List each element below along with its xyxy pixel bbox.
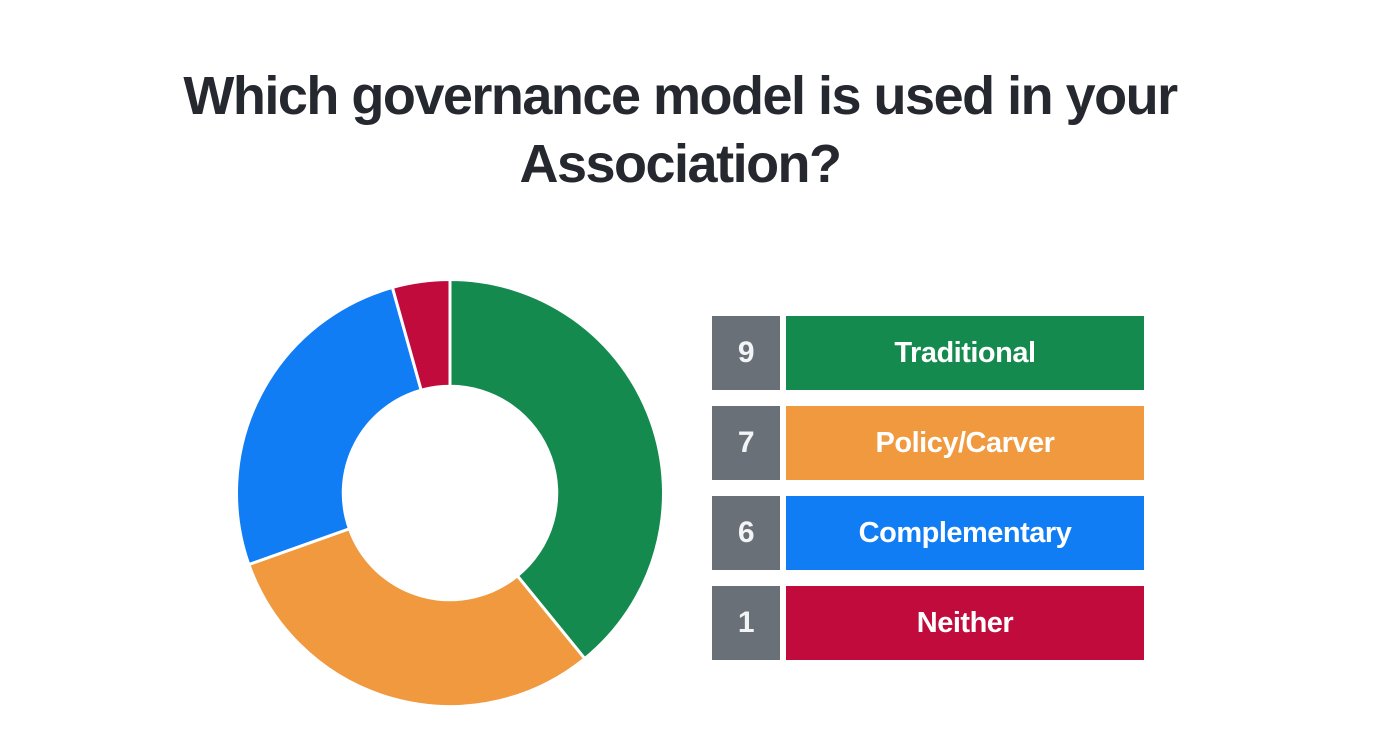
donut-chart — [235, 278, 665, 708]
legend-label: Complementary — [786, 496, 1144, 570]
legend-label: Neither — [786, 586, 1144, 660]
page-title-line-1: Which governance model is used in your — [183, 66, 1178, 126]
donut-slice-complementary — [235, 285, 424, 567]
legend-item-traditional: 9 Traditional — [712, 316, 1144, 390]
donut-slice-policy-carver — [246, 526, 587, 708]
chart-legend: 9 Traditional 7 Policy/Carver 6 Complementary… — [712, 316, 1144, 660]
legend-count: 6 — [712, 496, 780, 570]
legend-count: 1 — [712, 586, 780, 660]
legend-count: 7 — [712, 406, 780, 480]
legend-item-neither: 1 Neither — [712, 586, 1144, 660]
page-title: Which governance model is used in your A… — [0, 62, 1360, 198]
legend-label: Policy/Carver — [786, 406, 1144, 480]
legend-label: Traditional — [786, 316, 1144, 390]
donut-slice-neither — [390, 278, 452, 393]
legend-item-policy-carver: 7 Policy/Carver — [712, 406, 1144, 480]
legend-item-complementary: 6 Complementary — [712, 496, 1144, 570]
donut-slice-traditional — [448, 278, 665, 661]
page-title-line-2: Association? — [519, 134, 842, 194]
legend-count: 9 — [712, 316, 780, 390]
